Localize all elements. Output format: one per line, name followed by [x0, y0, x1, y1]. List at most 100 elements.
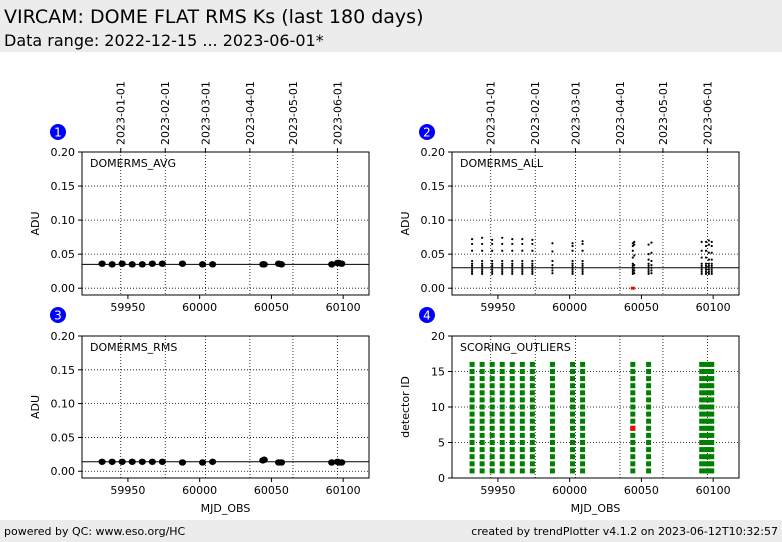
score-square — [479, 390, 485, 396]
data-point — [481, 259, 484, 263]
data-point — [647, 243, 650, 246]
data-point — [571, 266, 574, 269]
score-square — [509, 440, 515, 445]
score-square — [469, 447, 475, 453]
date-tick-label: 2023-02-01 — [159, 81, 172, 145]
score-square — [479, 468, 485, 474]
score-square — [630, 454, 636, 460]
data-point — [581, 264, 584, 267]
score-square — [529, 361, 535, 367]
data-point — [581, 262, 584, 265]
score-square — [519, 454, 525, 460]
score-square — [549, 390, 555, 396]
score-square — [703, 411, 709, 417]
score-square — [519, 369, 525, 374]
data-point — [633, 243, 636, 246]
score-square — [509, 369, 515, 374]
footer-created-by: created by trendPlotter v4.1.2 on 2023-0… — [471, 525, 778, 538]
data-point — [571, 262, 574, 265]
data-range-subtitle: Data range: 2022-12-15 ... 2023-06-01* — [4, 31, 324, 50]
score-square — [630, 432, 636, 438]
data-point — [501, 272, 504, 275]
data-point — [481, 249, 484, 252]
y-tick-label: 0.10 — [51, 214, 76, 227]
score-square — [570, 397, 576, 403]
data-point — [491, 272, 494, 275]
score-square — [646, 418, 652, 424]
score-square — [570, 390, 576, 396]
data-point — [491, 268, 494, 271]
score-square — [509, 468, 515, 474]
data-point — [491, 259, 494, 263]
score-square — [646, 440, 652, 445]
y-tick-label: 0.20 — [51, 330, 76, 343]
score-square — [479, 369, 485, 374]
data-point — [650, 241, 653, 244]
score-square — [703, 432, 709, 438]
score-square — [646, 447, 652, 453]
x-tick-label: 60100 — [326, 301, 361, 314]
data-point — [521, 264, 524, 267]
score-square — [703, 454, 709, 460]
score-square — [630, 447, 636, 453]
score-square — [479, 425, 485, 431]
data-point — [328, 261, 336, 268]
data-point — [581, 266, 584, 269]
score-square — [570, 454, 576, 460]
data-point — [98, 458, 106, 465]
y-tick-label: 0.15 — [421, 180, 446, 193]
score-square — [580, 383, 586, 389]
score-square — [499, 432, 505, 438]
data-point — [551, 266, 554, 269]
date-tick-label: 2023-01-01 — [115, 81, 128, 145]
data-point — [707, 266, 710, 269]
score-square — [646, 432, 652, 438]
score-square — [519, 425, 525, 431]
data-point — [501, 262, 504, 265]
score-square — [630, 411, 636, 417]
score-square — [499, 425, 505, 431]
score-square — [699, 404, 705, 410]
score-square — [646, 369, 652, 374]
plot-frame — [81, 335, 370, 479]
x-tick-label: 60000 — [552, 484, 587, 497]
data-point — [707, 243, 710, 246]
x-tick-label: 60100 — [326, 484, 361, 497]
date-tick-label: 2023-01-01 — [485, 81, 498, 145]
score-square — [479, 383, 485, 389]
score-square — [703, 404, 709, 410]
x-tick-label: 60050 — [254, 301, 289, 314]
date-tick-label: 2023-03-01 — [569, 81, 582, 145]
score-square — [580, 447, 586, 453]
data-point — [704, 244, 708, 248]
data-point — [158, 458, 166, 465]
y-tick-label: 0.05 — [51, 431, 76, 444]
y-tick-label: 0.15 — [51, 364, 76, 377]
data-point — [551, 259, 554, 263]
score-square — [580, 369, 586, 374]
score-square — [709, 468, 715, 474]
score-square — [630, 361, 636, 367]
data-point — [511, 268, 514, 271]
score-square — [703, 361, 709, 367]
data-point — [470, 259, 474, 263]
score-square — [706, 440, 712, 445]
data-point — [647, 264, 650, 267]
score-square — [499, 454, 505, 460]
score-square — [630, 404, 636, 410]
score-square — [519, 411, 525, 417]
score-square — [580, 411, 586, 417]
score-square — [580, 397, 586, 403]
data-point — [704, 272, 708, 275]
data-point — [631, 262, 634, 265]
score-square — [489, 418, 495, 424]
score-square — [703, 440, 709, 445]
score-square — [479, 397, 485, 403]
score-square — [519, 418, 525, 424]
score-square — [703, 468, 709, 474]
data-point — [531, 272, 534, 275]
data-point — [581, 270, 584, 273]
score-square — [499, 404, 505, 410]
score-square — [509, 404, 515, 410]
panel-parameter-label: DOMERMS_AVG — [90, 157, 176, 170]
